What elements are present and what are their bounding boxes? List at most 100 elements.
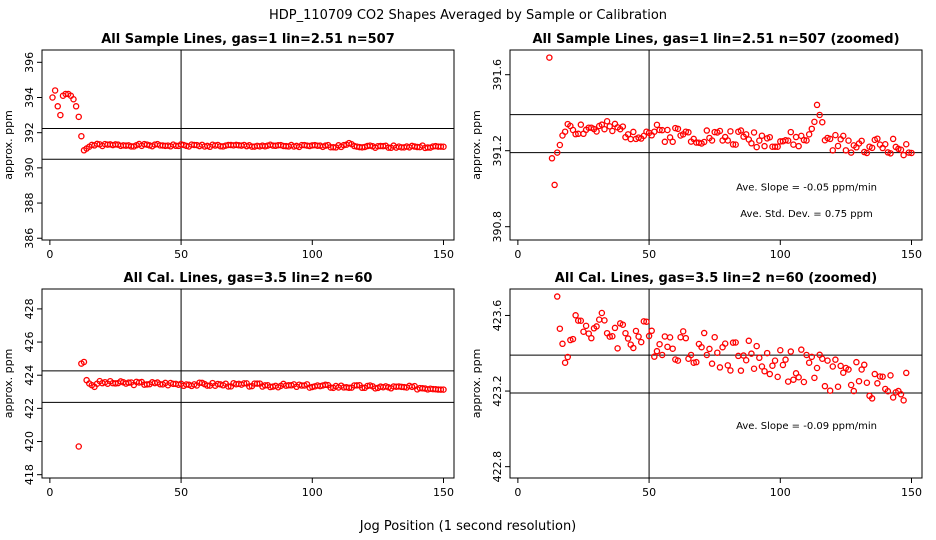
x-tick-label: 100	[302, 248, 323, 261]
data-point	[790, 141, 797, 148]
data-point	[811, 374, 818, 382]
data-point	[753, 342, 760, 350]
data-point	[577, 317, 585, 325]
data-point	[897, 146, 905, 153]
data-point	[774, 373, 781, 381]
data-point	[703, 351, 711, 359]
data-point	[750, 129, 758, 136]
data-point	[790, 376, 797, 383]
data-point	[758, 132, 766, 139]
data-point	[57, 111, 64, 119]
data-point	[842, 147, 850, 154]
data-point	[792, 133, 800, 141]
data-point	[737, 127, 745, 134]
panel-title: All Cal. Lines, gas=3.5 lin=2 n=60 (zoom…	[555, 271, 877, 286]
data-point	[826, 387, 834, 394]
data-point	[834, 142, 842, 150]
data-point	[708, 360, 716, 367]
data-point	[811, 118, 818, 126]
data-point	[840, 369, 847, 376]
data-point	[624, 335, 632, 342]
series-cal	[75, 358, 447, 450]
y-axis: 386 388 390 392 394 396	[23, 52, 42, 249]
data-point	[49, 94, 56, 101]
data-point	[70, 96, 77, 103]
annotation-text: Ave. Std. Dev. = 0.75 ppm	[740, 209, 872, 220]
data-point	[758, 363, 766, 370]
data-point	[777, 346, 784, 354]
data-point	[556, 325, 564, 332]
data-point	[837, 362, 844, 370]
y-axis-label: approx. ppm	[2, 349, 15, 419]
annotation-text: Ave. Slope = -0.05 ppm/min	[736, 183, 877, 194]
data-point	[661, 138, 669, 146]
plot-frame	[509, 288, 923, 479]
data-point	[868, 144, 876, 152]
data-point	[729, 141, 737, 148]
x-tick-label: 0	[514, 486, 521, 499]
data-point	[871, 370, 879, 378]
data-point	[614, 345, 621, 352]
data-point	[724, 362, 732, 369]
data-point	[240, 380, 248, 387]
data-point	[651, 353, 658, 360]
data-point	[656, 340, 663, 348]
data-point	[853, 358, 860, 366]
data-point	[246, 383, 253, 390]
data-point	[564, 353, 571, 361]
data-point	[322, 381, 329, 389]
data-point	[656, 126, 663, 134]
data-point	[551, 181, 558, 189]
data-point	[559, 340, 566, 348]
data-point	[847, 381, 855, 389]
data-point	[619, 321, 627, 328]
data-point	[595, 316, 603, 323]
data-point	[795, 374, 802, 381]
data-point	[889, 135, 897, 143]
y-tick-label: 423.6	[491, 300, 504, 332]
data-point	[72, 103, 80, 110]
chart-panel-1: All Sample Lines, gas=1 lin=2.51 n=507 0 5…	[2, 32, 455, 261]
data-point	[627, 135, 634, 143]
data-point	[748, 350, 755, 357]
series-sample-zoom	[546, 54, 915, 189]
data-point	[753, 143, 760, 151]
y-tick-label: 424	[23, 365, 36, 386]
data-point	[816, 111, 823, 119]
data-point	[763, 349, 771, 357]
data-point	[669, 138, 676, 146]
data-point	[75, 113, 82, 121]
data-point	[619, 123, 627, 130]
chart-panel-4: All Cal. Lines, gas=3.5 lin=2 n=60 (zoom…	[470, 271, 923, 499]
data-point	[609, 332, 616, 340]
data-point	[761, 367, 768, 375]
plot-frame	[41, 288, 455, 479]
x-tick-label: 150	[433, 486, 454, 499]
data-point	[330, 143, 337, 151]
data-point	[813, 364, 821, 372]
data-point	[840, 132, 847, 140]
chart-panel-2: All Sample Lines, gas=1 lin=2.51 n=507 (…	[470, 32, 923, 261]
data-point	[737, 367, 745, 374]
y-axis-label: approx. ppm	[470, 110, 483, 180]
data-point	[813, 101, 821, 109]
data-point	[863, 149, 871, 157]
data-point	[735, 352, 742, 360]
data-point	[674, 125, 682, 133]
data-point	[588, 334, 595, 342]
data-point	[577, 121, 585, 128]
data-point	[803, 351, 810, 359]
data-point	[598, 309, 606, 317]
data-point	[750, 365, 758, 373]
data-point	[832, 356, 839, 363]
data-point	[669, 345, 676, 352]
y-tick-label: 391.6	[491, 59, 504, 91]
data-point	[897, 391, 905, 398]
data-point	[884, 387, 892, 395]
data-point	[787, 348, 795, 355]
data-point	[75, 443, 82, 450]
data-point	[887, 372, 894, 379]
data-point	[593, 323, 600, 330]
data-point	[437, 143, 445, 150]
data-point	[645, 332, 653, 340]
